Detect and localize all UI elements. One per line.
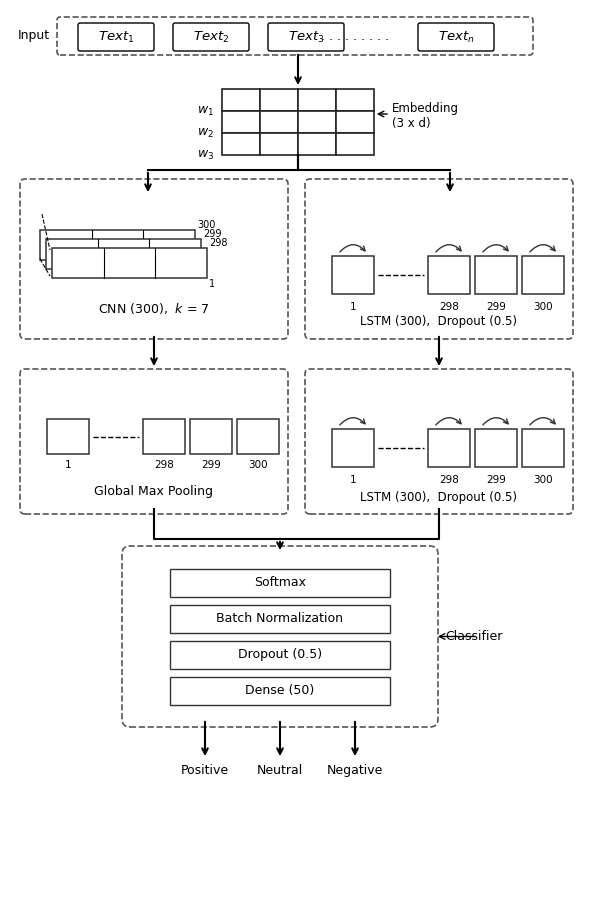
FancyBboxPatch shape xyxy=(78,23,154,51)
Bar xyxy=(190,419,232,454)
FancyBboxPatch shape xyxy=(418,23,494,51)
Text: 299: 299 xyxy=(203,229,222,239)
FancyArrowPatch shape xyxy=(436,418,461,425)
Bar xyxy=(170,569,390,597)
Text: $\mathit{Text}_1$: $\mathit{Text}_1$ xyxy=(98,29,134,45)
Text: 1: 1 xyxy=(65,460,72,470)
Text: 298: 298 xyxy=(439,302,459,312)
Text: 298: 298 xyxy=(154,460,174,470)
Text: Neutral: Neutral xyxy=(257,764,303,777)
Bar xyxy=(336,133,374,155)
Bar xyxy=(522,429,564,467)
Text: $w_3$: $w_3$ xyxy=(197,148,214,162)
Text: $\mathit{Text}_2$: $\mathit{Text}_2$ xyxy=(193,29,229,45)
Text: Embedding
(3 x d): Embedding (3 x d) xyxy=(392,102,459,130)
FancyArrowPatch shape xyxy=(530,245,555,252)
Text: $w_1$: $w_1$ xyxy=(197,104,214,118)
Bar xyxy=(170,641,390,668)
Text: CNN (300),  $k$ = 7: CNN (300), $k$ = 7 xyxy=(98,302,210,316)
Text: 300: 300 xyxy=(248,460,268,470)
Text: 299: 299 xyxy=(486,302,506,312)
Bar xyxy=(428,256,470,294)
Text: . . . . . . . . .: . . . . . . . . . xyxy=(321,30,389,44)
Bar xyxy=(46,239,201,269)
Text: LSTM (300),  Dropout (0.5): LSTM (300), Dropout (0.5) xyxy=(361,491,517,504)
Text: Global Max Pooling: Global Max Pooling xyxy=(95,484,213,497)
Text: 298: 298 xyxy=(439,475,459,485)
Bar xyxy=(47,419,89,454)
Bar xyxy=(52,248,207,278)
Text: 300: 300 xyxy=(533,302,553,312)
Text: Dense (50): Dense (50) xyxy=(246,684,315,697)
Bar xyxy=(237,419,279,454)
Bar xyxy=(260,111,298,133)
Bar xyxy=(298,111,336,133)
Bar xyxy=(475,256,517,294)
Bar xyxy=(260,133,298,155)
Text: 300: 300 xyxy=(533,475,553,485)
Bar xyxy=(260,89,298,111)
Bar xyxy=(222,89,260,111)
FancyArrowPatch shape xyxy=(530,418,555,425)
Text: $w_2$: $w_2$ xyxy=(197,126,214,140)
Text: 1: 1 xyxy=(350,302,356,312)
Text: $\mathit{Text}_n$: $\mathit{Text}_n$ xyxy=(437,29,474,45)
FancyArrowPatch shape xyxy=(483,418,508,425)
Bar xyxy=(332,256,374,294)
Bar xyxy=(170,676,390,705)
Bar xyxy=(428,429,470,467)
Text: 300: 300 xyxy=(197,220,215,230)
Text: 1: 1 xyxy=(209,279,215,289)
Text: Batch Normalization: Batch Normalization xyxy=(216,612,343,625)
Bar xyxy=(475,429,517,467)
Text: 299: 299 xyxy=(201,460,221,470)
Bar xyxy=(40,230,195,260)
Bar xyxy=(336,89,374,111)
FancyArrowPatch shape xyxy=(436,245,461,252)
Bar xyxy=(332,429,374,467)
Text: 298: 298 xyxy=(209,238,228,248)
FancyBboxPatch shape xyxy=(173,23,249,51)
Text: Softmax: Softmax xyxy=(254,576,306,589)
Text: Negative: Negative xyxy=(327,764,383,777)
Bar xyxy=(522,256,564,294)
Text: Classifier: Classifier xyxy=(445,630,502,643)
FancyBboxPatch shape xyxy=(268,23,344,51)
Bar xyxy=(336,111,374,133)
Text: $\mathit{Text}_3$: $\mathit{Text}_3$ xyxy=(288,29,324,45)
Bar xyxy=(170,604,390,632)
Text: 1: 1 xyxy=(350,475,356,485)
Text: 299: 299 xyxy=(486,475,506,485)
Text: Input: Input xyxy=(18,29,50,42)
Bar xyxy=(298,133,336,155)
FancyArrowPatch shape xyxy=(340,418,365,425)
Text: LSTM (300),  Dropout (0.5): LSTM (300), Dropout (0.5) xyxy=(361,315,517,328)
Bar xyxy=(143,419,185,454)
Text: Dropout (0.5): Dropout (0.5) xyxy=(238,648,322,661)
FancyArrowPatch shape xyxy=(483,245,508,252)
Bar xyxy=(298,89,336,111)
Text: Positive: Positive xyxy=(181,764,229,777)
FancyArrowPatch shape xyxy=(340,245,365,252)
Bar xyxy=(222,133,260,155)
Bar xyxy=(222,111,260,133)
